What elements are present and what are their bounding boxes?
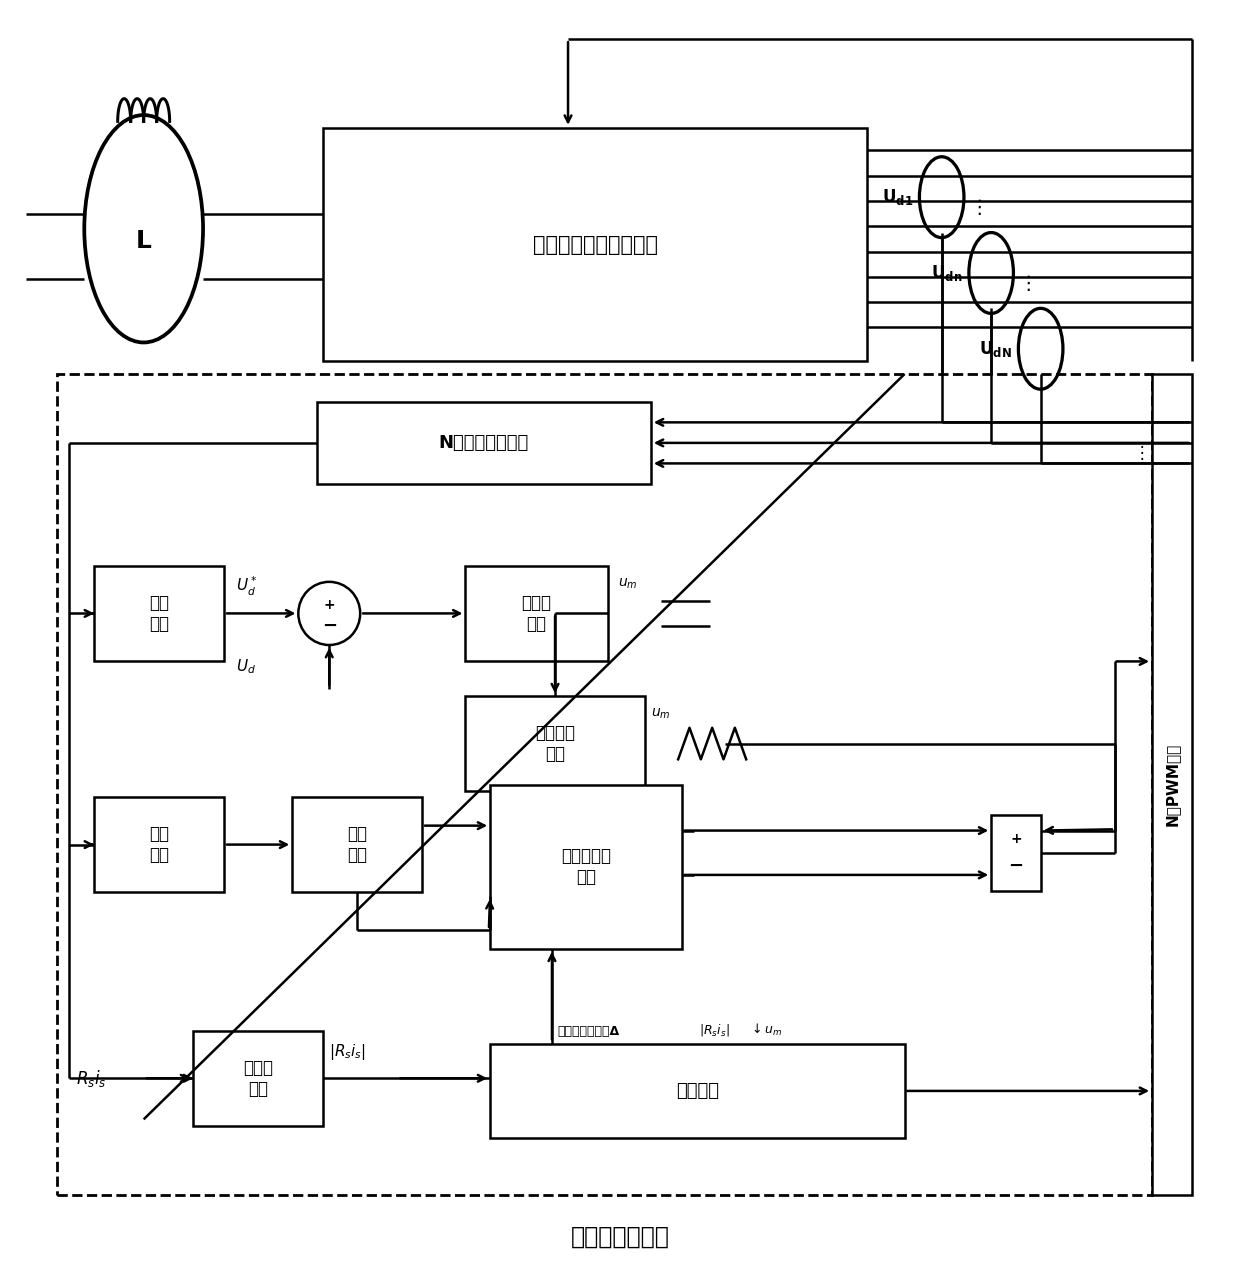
Text: $\mathbf{U_{d1}}$: $\mathbf{U_{d1}}$ bbox=[882, 187, 913, 208]
Text: $U_d^*$: $U_d^*$ bbox=[237, 575, 258, 599]
Bar bbox=[465, 566, 608, 661]
Text: ⋮: ⋮ bbox=[1133, 444, 1151, 462]
Text: 级联式单相单向变流器: 级联式单相单向变流器 bbox=[533, 234, 657, 254]
Text: N路PWM信号: N路PWM信号 bbox=[1164, 743, 1179, 827]
Text: 排序
模块: 排序 模块 bbox=[149, 825, 169, 863]
Text: +: + bbox=[324, 598, 335, 611]
Text: $|R_si_s|$: $|R_si_s|$ bbox=[699, 1023, 730, 1038]
Bar bbox=[465, 696, 645, 791]
Bar bbox=[991, 815, 1040, 891]
Bar bbox=[1152, 373, 1192, 1195]
Bar bbox=[317, 401, 651, 484]
Text: $|R_si_s|$: $|R_si_s|$ bbox=[330, 1042, 366, 1062]
Text: ⋮: ⋮ bbox=[1018, 273, 1038, 292]
Text: $\mathbf{U_{dN}}$: $\mathbf{U_{dN}}$ bbox=[980, 339, 1012, 358]
Text: $u_m$: $u_m$ bbox=[618, 576, 637, 591]
Text: +: + bbox=[1011, 832, 1022, 846]
Bar bbox=[57, 373, 1152, 1195]
Text: 调制波调整信号Δ: 调制波调整信号Δ bbox=[557, 1025, 619, 1038]
Text: 绝对値
模块: 绝对値 模块 bbox=[243, 1058, 273, 1098]
Bar bbox=[193, 1031, 324, 1125]
Text: 调制波生成
模块: 调制波生成 模块 bbox=[560, 847, 611, 886]
Text: 电压调
节器: 电压调 节器 bbox=[522, 594, 552, 633]
Text: $R_si_s$: $R_si_s$ bbox=[76, 1067, 107, 1089]
Text: $u_m$: $u_m$ bbox=[651, 706, 671, 720]
Bar bbox=[490, 785, 682, 948]
Text: $\mathbf{U_{dn}}$: $\mathbf{U_{dn}}$ bbox=[931, 263, 962, 284]
Bar bbox=[94, 566, 224, 661]
Text: 运算模块: 运算模块 bbox=[676, 1082, 719, 1100]
Bar bbox=[490, 1043, 904, 1138]
Text: 载波生成
模块: 载波生成 模块 bbox=[534, 724, 575, 763]
Bar bbox=[324, 128, 868, 361]
Text: −: − bbox=[321, 617, 337, 636]
Text: L: L bbox=[135, 229, 151, 253]
Text: 改进的控制策略: 改进的控制策略 bbox=[570, 1224, 670, 1248]
Bar bbox=[94, 798, 224, 893]
Text: 配对
模块: 配对 模块 bbox=[347, 825, 367, 863]
Text: ⋮: ⋮ bbox=[968, 197, 988, 216]
Text: $U_d$: $U_d$ bbox=[237, 657, 257, 676]
Text: 求和
模块: 求和 模块 bbox=[149, 594, 169, 633]
Text: −: − bbox=[1008, 857, 1023, 875]
Text: $\downarrow u_m$: $\downarrow u_m$ bbox=[749, 1023, 782, 1038]
Text: N个直流电压信号: N个直流电压信号 bbox=[439, 434, 529, 452]
Bar bbox=[293, 798, 422, 893]
